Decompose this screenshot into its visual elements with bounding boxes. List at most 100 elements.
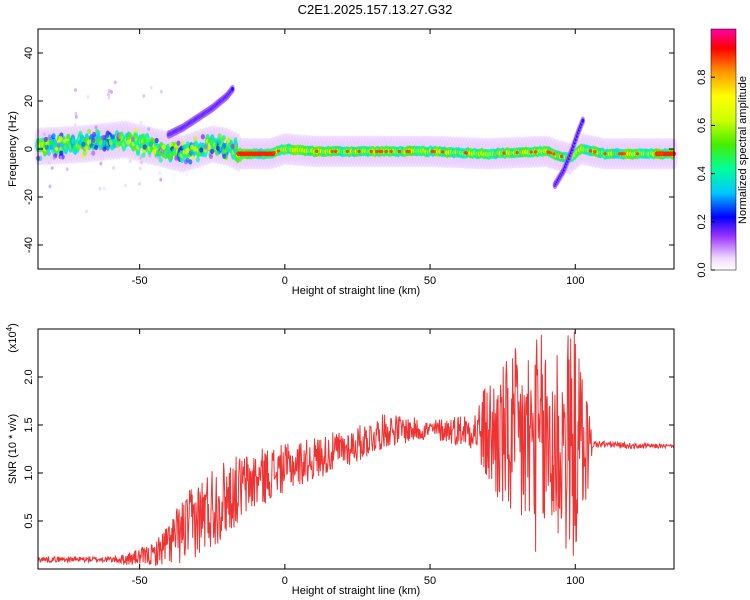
spectrogram-faint-speckle <box>43 132 46 137</box>
snr-axes: -50 0 50 100 0.5 1.0 1.5 2.0 <box>23 329 674 587</box>
spectrogram-speckle <box>137 135 142 142</box>
spectrogram-speckle <box>81 141 86 148</box>
snr-x-tick-label: 50 <box>424 575 436 587</box>
spectrogram-branch-core <box>581 118 585 123</box>
spectrogram-speckle <box>210 148 215 155</box>
spectrogram-speckle <box>199 147 204 153</box>
spectrogram-speckle <box>141 152 146 158</box>
snr-y-label: SNR (10 * v/v) <box>7 414 19 484</box>
spectrogram-hotspot <box>515 150 519 155</box>
spectrogram-hotspot <box>314 149 319 154</box>
spectrogram-faint-speckle <box>98 186 102 191</box>
spectrogram-speckle <box>133 133 138 140</box>
spectrogram-faint-speckle <box>123 183 127 188</box>
spectrogram-speckle <box>39 141 45 147</box>
colorbar: 0.0 0.2 0.4 0.6 0.8 Normalized spectral ampl… <box>696 28 749 278</box>
spectrogram-speckle <box>91 150 96 156</box>
spectrogram-speckle <box>51 148 56 154</box>
spectrogram-speckle <box>233 137 238 143</box>
spectrogram-speckle <box>200 134 205 140</box>
spectrogram-y-label: Frequency (Hz) <box>7 111 19 187</box>
spectrogram-faint-speckle <box>140 160 144 165</box>
spectrogram-faint-speckle <box>74 114 78 119</box>
spectrogram-hotspot <box>659 152 664 156</box>
spectrogram-hotspot <box>588 149 593 153</box>
spectrogram-hotspot <box>384 149 389 154</box>
spectrogram-hotspot <box>548 151 553 155</box>
spectrogram-speckle <box>161 144 166 150</box>
spectrogram-speckle <box>118 133 123 140</box>
spectrogram-hotspot <box>635 152 640 156</box>
spectrogram-speckle <box>133 127 138 133</box>
spectrogram-panel: -50 0 50 100 -40 -20 0 20 40 Height of straight … <box>7 28 678 297</box>
spectrogram-faint-speckle <box>112 165 116 170</box>
spectrogram-speckle <box>207 144 212 151</box>
spectrogram-speckle <box>190 155 195 161</box>
spectrogram-y-tick-label: 0 <box>23 146 35 152</box>
spectrogram-x-tick-label: 50 <box>424 275 436 287</box>
snr-x-tick-label: 0 <box>282 575 288 587</box>
spectrogram-speckle <box>96 130 101 136</box>
spectrogram-hotspot <box>378 149 382 154</box>
spectrogram-faint-speckle <box>74 88 78 92</box>
colorbar-tick-label: 0.6 <box>696 118 708 133</box>
spectrogram-faint-speckle <box>50 166 54 170</box>
spectrogram-y-tick-label: -40 <box>23 237 35 253</box>
spectrogram-speckle <box>142 144 147 150</box>
spectrogram-x-tick-label: -50 <box>132 275 148 287</box>
spectrogram-faint-speckle <box>110 90 113 94</box>
spectrogram-speckle <box>51 132 56 139</box>
spectrogram-speckle <box>185 141 190 147</box>
spectrogram-speckle <box>233 155 238 162</box>
spectrogram-speckle <box>82 150 87 156</box>
spectrogram-faint-speckle <box>74 111 78 116</box>
spectrogram-y-tick-label: -20 <box>23 189 35 205</box>
spectrogram-hotspot <box>559 154 564 159</box>
spectrogram-faint-speckle <box>138 166 142 171</box>
spectrogram-speckle <box>167 154 172 160</box>
spectrogram-speckle <box>215 150 220 156</box>
spectrogram-hotspot <box>357 149 361 154</box>
spectrogram-speckle <box>193 136 198 142</box>
spectrogram-speckle <box>65 140 70 146</box>
spectrogram-speckle <box>185 157 190 163</box>
spectrogram-faint-speckle <box>147 127 151 132</box>
spectrogram-speckle <box>102 146 107 152</box>
spectrogram-speckle <box>44 144 49 150</box>
spectrogram-faint-speckle <box>106 92 110 97</box>
spectrogram-hotspot <box>345 149 350 154</box>
spectrogram-speckle <box>132 145 137 152</box>
spectrogram-hotspot <box>619 152 624 156</box>
spectrogram-speckle <box>221 135 226 141</box>
spectrogram-hotspot <box>369 149 373 154</box>
spectrogram-speckle <box>77 144 82 150</box>
spectrogram-x-tick-label: 100 <box>566 275 584 287</box>
spectrogram-speckle <box>58 135 63 141</box>
spectrogram-faint-speckle <box>107 88 111 93</box>
spectrogram-core <box>233 144 238 150</box>
spectrogram-speckle <box>92 131 97 138</box>
spectrogram-speckle <box>59 141 64 148</box>
spectrogram-faint-speckle <box>157 156 161 160</box>
spectrogram-hotspot <box>407 149 411 154</box>
spectrogram-speckle <box>78 130 83 137</box>
spectrogram-faint-speckle <box>142 94 146 98</box>
spectrogram-faint-speckle <box>107 95 111 100</box>
spectrogram-hotspot <box>276 149 281 153</box>
spectrogram-axes: -50 0 50 100 -40 -20 0 20 40 <box>23 29 674 287</box>
colorbar-ticks: 0.0 0.2 0.4 0.6 0.8 <box>696 70 715 278</box>
spectrogram-speckle <box>222 149 227 155</box>
spectrogram-faint-speckle <box>139 155 143 160</box>
spectrogram-speckle <box>71 147 76 154</box>
spectrogram-speckle <box>164 148 169 154</box>
colorbar-tick-label: 0.4 <box>696 166 708 181</box>
spectrogram-speckle <box>184 149 189 155</box>
spectrogram-faint-speckle <box>85 209 89 214</box>
snr-y-multiplier: (x104) <box>5 323 19 353</box>
colorbar-tick-label: 0.2 <box>696 214 708 229</box>
spectrogram-speckle <box>77 139 82 145</box>
spectrogram-faint-speckle <box>73 122 77 127</box>
spectrogram-speckle <box>105 132 110 139</box>
spectrogram-speckle <box>87 139 92 145</box>
spectrogram-speckle <box>127 131 132 138</box>
